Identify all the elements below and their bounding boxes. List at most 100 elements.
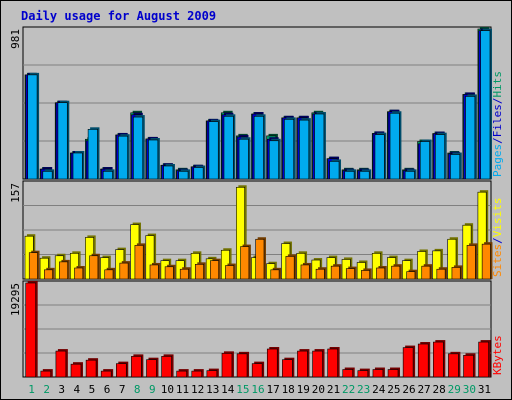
bar-sites-15-face xyxy=(240,246,250,280)
legend-item: / xyxy=(491,98,504,105)
bar-sites-13-face xyxy=(210,260,219,280)
bar-sites-16-face xyxy=(255,238,265,280)
bar-sites-24 xyxy=(376,265,387,280)
bar-pages-17-face xyxy=(268,140,279,180)
day-label-30: 30 xyxy=(463,383,476,396)
panel-legend: KBytes xyxy=(491,335,504,375)
bar-pages-28-face xyxy=(435,134,445,180)
bar-pages-30 xyxy=(465,94,477,180)
day-label-24: 24 xyxy=(372,383,386,396)
bar-sites-9 xyxy=(149,262,161,280)
bar-sites-17-face xyxy=(270,269,280,280)
bar-pages-5 xyxy=(87,127,100,180)
legend-item: KBytes xyxy=(491,335,504,375)
day-label-15: 15 xyxy=(236,383,249,396)
day-label-25: 25 xyxy=(387,383,400,396)
bar-kbytes-24 xyxy=(372,367,385,378)
legend-item: Files xyxy=(491,104,504,137)
bar-pages-20 xyxy=(314,112,326,180)
bar-pages-14 xyxy=(223,114,236,180)
bar-sites-5-face xyxy=(89,255,99,280)
bar-kbytes-14-face xyxy=(221,353,233,378)
bar-sites-19 xyxy=(300,262,312,280)
bar-kbytes-22 xyxy=(342,367,355,378)
bar-sites-12 xyxy=(194,262,206,280)
bar-kbytes-8 xyxy=(131,354,144,378)
legend-item: Pages xyxy=(491,144,504,177)
day-label-4: 4 xyxy=(74,383,81,396)
bar-kbytes-26 xyxy=(402,345,416,378)
bar-kbytes-11-face xyxy=(176,370,187,378)
bar-pages-18-face xyxy=(284,119,295,180)
bar-sites-11 xyxy=(179,267,191,280)
bar-kbytes-18-face xyxy=(282,359,293,378)
bar-sites-18-face xyxy=(285,256,295,280)
day-label-14: 14 xyxy=(221,383,235,396)
bar-kbytes-18 xyxy=(282,357,295,378)
bar-kbytes-15 xyxy=(236,351,250,378)
bar-sites-4-face xyxy=(74,267,84,280)
bar-kbytes-16 xyxy=(251,361,265,378)
bar-kbytes-19 xyxy=(297,349,310,378)
bar-kbytes-4-face xyxy=(70,363,82,378)
bar-kbytes-19-face xyxy=(297,350,308,378)
axis-max-label: 157 xyxy=(9,183,22,203)
bar-sites-27-face xyxy=(421,265,431,280)
day-label-3: 3 xyxy=(58,383,65,396)
bar-pages-25 xyxy=(389,111,402,180)
bar-sites-12-face xyxy=(194,264,204,280)
day-label-17: 17 xyxy=(266,383,279,396)
day-label-10: 10 xyxy=(161,383,174,396)
bar-sites-2-face xyxy=(44,269,53,280)
bar-sites-21-face xyxy=(330,265,340,280)
bar-kbytes-2-face xyxy=(40,370,52,378)
bar-sites-8 xyxy=(134,243,146,280)
bar-kbytes-3-face xyxy=(55,350,67,378)
bar-sites-30 xyxy=(466,243,478,280)
bar-kbytes-6-face xyxy=(100,370,112,378)
bar-kbytes-30-face xyxy=(463,355,474,378)
bar-kbytes-30 xyxy=(463,353,476,378)
bar-sites-10-face xyxy=(164,266,174,280)
bar-pages-14-face xyxy=(223,116,234,180)
bar-pages-26 xyxy=(404,169,417,180)
bar-pages-15 xyxy=(238,137,251,180)
chart-title: Daily usage for August 2009 xyxy=(21,9,216,23)
legend-item: Hits xyxy=(491,71,504,98)
bar-pages-31 xyxy=(480,28,492,180)
bar-kbytes-3 xyxy=(55,349,68,378)
bar-pages-22 xyxy=(344,169,357,180)
bar-pages-11 xyxy=(178,169,191,180)
bar-pages-24-face xyxy=(374,134,385,180)
day-label-11: 11 xyxy=(176,383,189,396)
day-label-9: 9 xyxy=(149,383,156,396)
bar-kbytes-11 xyxy=(176,369,189,378)
day-label-7: 7 xyxy=(119,383,126,396)
day-label-26: 26 xyxy=(402,383,415,396)
bar-pages-10-face xyxy=(163,165,174,180)
day-labels: 1 2 3 4 5 6 7 8 9 10 11 12 13 14 15 16 17 18 19 20 21 22 23 24 2… xyxy=(28,383,491,396)
bar-pages-29-face xyxy=(450,154,461,180)
bar-sites-1 xyxy=(28,250,40,280)
bar-pages-1 xyxy=(27,72,40,180)
bar-kbytes-12 xyxy=(191,369,204,378)
bar-pages-8-face xyxy=(133,116,144,180)
bar-kbytes-17-face xyxy=(266,348,278,378)
bar-sites-31 xyxy=(481,242,493,280)
bar-sites-10 xyxy=(164,264,176,280)
bar-pages-20-face xyxy=(314,113,325,180)
day-label-29: 29 xyxy=(448,383,461,396)
bar-pages-31-face xyxy=(480,30,491,180)
bar-kbytes-24-face xyxy=(372,369,384,378)
bar-pages-4 xyxy=(72,151,85,180)
bar-kbytes-7 xyxy=(115,361,129,378)
day-label-5: 5 xyxy=(89,383,96,396)
bar-sites-1-face xyxy=(28,252,38,280)
panel-visits_sites: 157 Sites/Visits xyxy=(9,180,504,280)
legend-item: Sites xyxy=(491,244,504,277)
bar-pages-3 xyxy=(57,100,70,180)
bar-kbytes-28-face xyxy=(433,341,444,378)
bar-kbytes-6 xyxy=(100,369,114,378)
bar-pages-13-face xyxy=(208,121,219,180)
